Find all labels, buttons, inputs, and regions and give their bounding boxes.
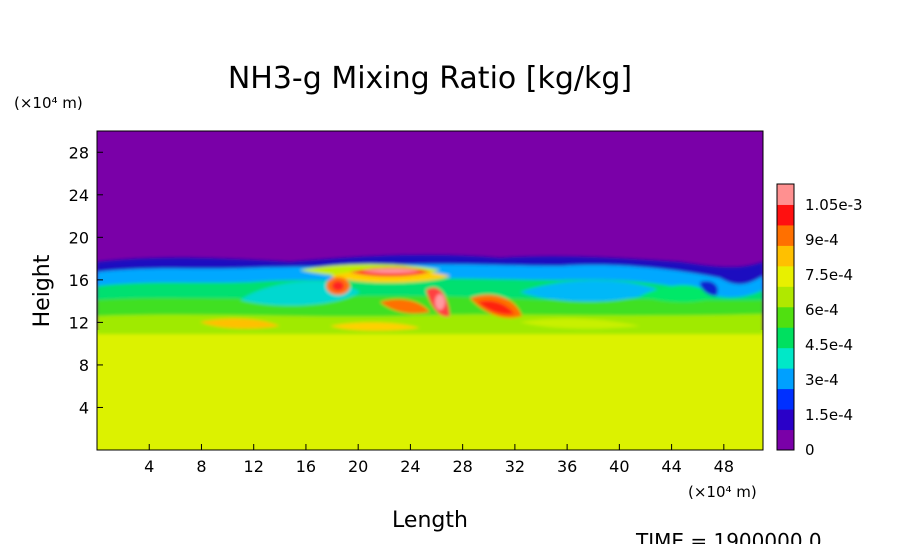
y-tick-label: 28 [69, 143, 89, 162]
time-label: TIME = 1900000.0 [635, 529, 822, 544]
colorbar-segment [777, 347, 794, 369]
x-axis-label: Length [392, 508, 468, 533]
colorbar-tick-label: 1.5e-4 [805, 406, 853, 424]
colorbar-tick-label: 9e-4 [805, 231, 839, 249]
colorbar-segment [777, 409, 794, 431]
x-tick-label: 32 [505, 457, 525, 476]
colorbar-segment [777, 429, 794, 451]
colorbar-segment [777, 184, 794, 205]
colorbar-segment [777, 265, 794, 287]
colorbar-tick-label: 0 [805, 441, 815, 459]
colorbar-segment [777, 245, 794, 267]
y-axis-unit: (×10⁴ m) [14, 94, 83, 112]
colorbar-tick-label: 6e-4 [805, 301, 839, 319]
x-tick-label: 16 [296, 457, 316, 476]
x-tick-label: 4 [144, 457, 154, 476]
y-tick-label: 4 [79, 398, 89, 417]
colorbar-tick-label: 1.05e-3 [805, 196, 863, 214]
heatmap-field [97, 131, 763, 450]
colorbar-ticks: 0 1.5e-4 3e-4 4.5e-4 6e-4 7.5e-4 9e-4 1.05e-3 [805, 196, 863, 459]
lower-layer-region [97, 330, 763, 450]
y-tick-label: 20 [69, 228, 89, 247]
y-tick-label: 12 [69, 313, 89, 332]
mixing-layer-region [97, 255, 763, 334]
colorbar-segment [777, 388, 794, 410]
x-tick-label: 48 [714, 457, 734, 476]
y-axis-label: Height [30, 254, 55, 327]
chart-title: NH3-g Mixing Ratio [kg/kg] [228, 61, 632, 96]
y-tick-label: 8 [79, 356, 89, 375]
colorbar-segment [777, 327, 794, 349]
x-axis-unit: (×10⁴ m) [688, 483, 757, 501]
y-tick-label: 24 [69, 186, 89, 205]
plot-frame [96, 130, 764, 451]
y-axis-ticks: 4 8 12 16 20 24 28 [69, 143, 103, 417]
colorbar-segment [777, 306, 794, 328]
x-tick-label: 8 [196, 457, 206, 476]
colorbar-segment [777, 368, 794, 390]
colorbar-frame [776, 183, 795, 451]
x-tick-label: 44 [661, 457, 681, 476]
colorbar-tick-label: 3e-4 [805, 371, 839, 389]
x-tick-label: 24 [400, 457, 420, 476]
colorbar-segment [777, 204, 794, 226]
colorbar-segment [777, 224, 794, 246]
y-tick-label: 16 [69, 271, 89, 290]
x-tick-label: 20 [348, 457, 368, 476]
x-tick-label: 40 [609, 457, 629, 476]
x-axis-ticks: 4 8 12 16 20 24 28 32 36 40 44 48 [144, 444, 734, 476]
x-tick-label: 12 [244, 457, 264, 476]
colorbar-tick-label: 4.5e-4 [805, 336, 853, 354]
colorbar-segment [777, 286, 794, 308]
x-tick-label: 36 [557, 457, 577, 476]
colorbar [777, 184, 794, 451]
colorbar-tick-label: 7.5e-4 [805, 266, 853, 284]
x-tick-label: 28 [452, 457, 472, 476]
